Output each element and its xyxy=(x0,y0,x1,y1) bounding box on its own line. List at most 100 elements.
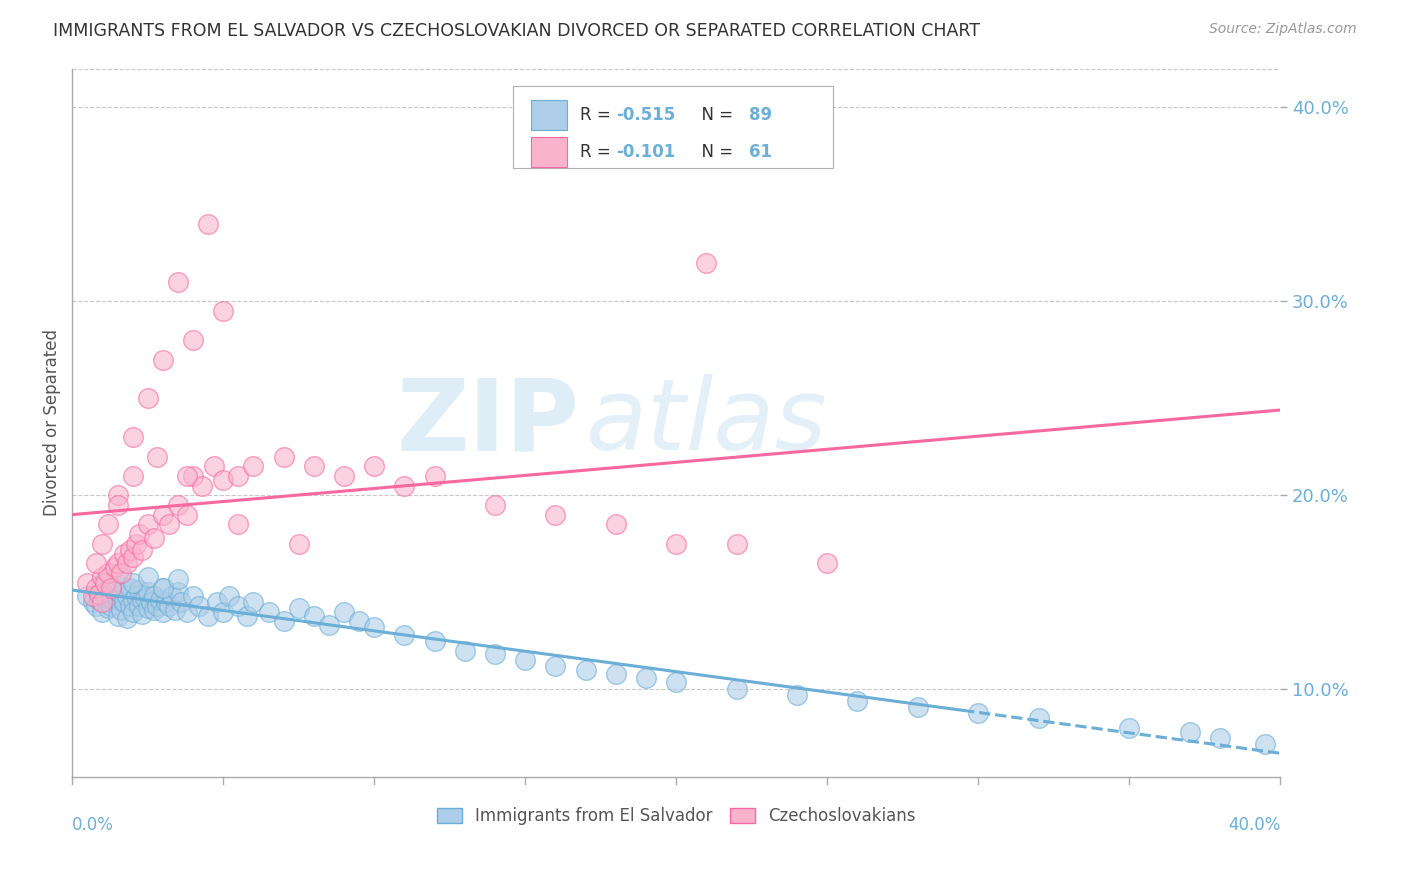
Point xyxy=(97,585,120,599)
Point xyxy=(188,599,211,613)
Point xyxy=(157,599,180,613)
Point xyxy=(82,595,104,609)
Point xyxy=(86,599,108,613)
Text: -0.515: -0.515 xyxy=(616,106,675,124)
Text: atlas: atlas xyxy=(585,374,827,471)
Point xyxy=(333,469,356,483)
Point xyxy=(167,572,190,586)
Point xyxy=(121,593,143,607)
Point xyxy=(163,603,186,617)
Point xyxy=(181,469,204,483)
Point xyxy=(907,699,929,714)
Point xyxy=(91,595,114,609)
Point xyxy=(152,582,174,596)
Point xyxy=(146,599,169,613)
Point xyxy=(91,570,114,584)
Point xyxy=(574,663,596,677)
Point xyxy=(665,674,688,689)
Point xyxy=(157,517,180,532)
Point xyxy=(242,595,264,609)
Point xyxy=(97,517,120,532)
Point xyxy=(202,459,225,474)
Point xyxy=(1254,737,1277,751)
Point xyxy=(149,593,172,607)
Point xyxy=(121,430,143,444)
Text: IMMIGRANTS FROM EL SALVADOR VS CZECHOSLOVAKIAN DIVORCED OR SEPARATED CORRELATION: IMMIGRANTS FROM EL SALVADOR VS CZECHOSLO… xyxy=(53,22,980,40)
Point xyxy=(167,498,190,512)
Point xyxy=(725,682,748,697)
Point xyxy=(242,459,264,474)
Text: R =: R = xyxy=(579,106,616,124)
Point xyxy=(86,582,108,596)
Point xyxy=(181,589,204,603)
Point xyxy=(302,608,325,623)
Point xyxy=(136,600,159,615)
Point xyxy=(176,508,198,522)
Point xyxy=(115,610,138,624)
Point xyxy=(118,582,141,596)
Point xyxy=(152,582,174,596)
Point xyxy=(146,450,169,464)
Point xyxy=(1118,721,1140,735)
Point xyxy=(131,593,153,607)
FancyBboxPatch shape xyxy=(531,101,568,130)
Point xyxy=(846,694,869,708)
Text: 0.0%: 0.0% xyxy=(72,815,114,833)
Point xyxy=(287,600,309,615)
Point xyxy=(815,556,838,570)
Point xyxy=(191,478,214,492)
Point xyxy=(91,537,114,551)
Point xyxy=(197,608,219,623)
Text: ZIP: ZIP xyxy=(396,374,579,471)
Point xyxy=(76,575,98,590)
Point xyxy=(89,593,111,607)
Point xyxy=(118,542,141,557)
Point xyxy=(121,469,143,483)
Point xyxy=(176,605,198,619)
Text: Source: ZipAtlas.com: Source: ZipAtlas.com xyxy=(1209,22,1357,37)
Point xyxy=(160,589,183,603)
Point xyxy=(1028,711,1050,725)
Point xyxy=(110,603,132,617)
Point xyxy=(115,556,138,570)
Point xyxy=(605,517,627,532)
Point xyxy=(212,473,235,487)
Text: 89: 89 xyxy=(748,106,772,124)
Text: 61: 61 xyxy=(748,143,772,161)
Point xyxy=(128,527,150,541)
Point xyxy=(121,575,143,590)
Point xyxy=(228,469,250,483)
Point xyxy=(484,648,506,662)
Point xyxy=(205,595,228,609)
Point xyxy=(124,537,146,551)
Point xyxy=(318,618,340,632)
Point xyxy=(152,508,174,522)
Point xyxy=(128,599,150,613)
Point xyxy=(212,605,235,619)
Point xyxy=(273,615,295,629)
Point xyxy=(212,304,235,318)
Point xyxy=(155,595,177,609)
Text: N =: N = xyxy=(690,143,738,161)
Point xyxy=(118,599,141,613)
Point xyxy=(236,608,259,623)
Point xyxy=(107,488,129,502)
Point xyxy=(515,653,537,667)
Point xyxy=(454,643,477,657)
Point xyxy=(91,585,114,599)
Point xyxy=(142,589,165,603)
Point xyxy=(167,585,190,599)
Point xyxy=(103,560,125,574)
Point xyxy=(91,605,114,619)
Point xyxy=(167,275,190,289)
Point xyxy=(136,517,159,532)
Point xyxy=(107,608,129,623)
Point xyxy=(152,352,174,367)
Point xyxy=(94,575,117,590)
Point xyxy=(128,583,150,598)
Point xyxy=(967,706,990,720)
Point xyxy=(94,589,117,603)
Point xyxy=(228,517,250,532)
Point xyxy=(347,615,370,629)
Point xyxy=(139,595,162,609)
